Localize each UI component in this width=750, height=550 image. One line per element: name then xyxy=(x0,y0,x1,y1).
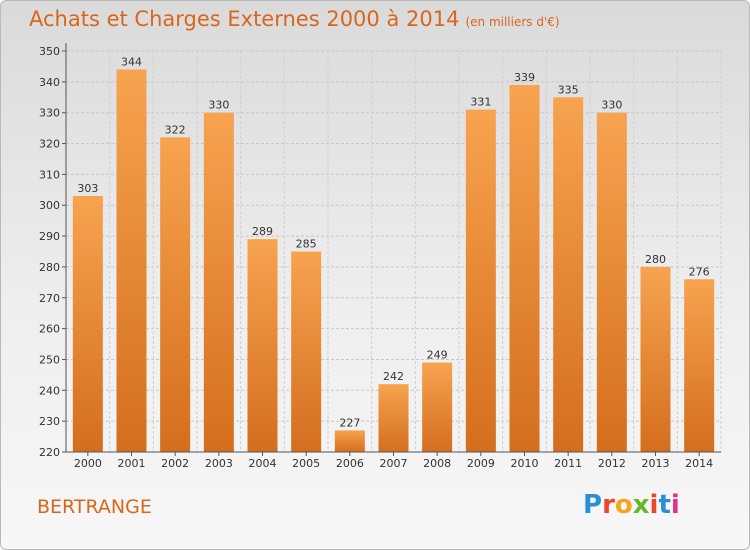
logo-letter: i xyxy=(670,490,680,520)
bar-2008 xyxy=(422,362,453,452)
value-label: 276 xyxy=(689,265,710,278)
commune-name: BERTRANGE xyxy=(37,496,152,518)
y-tick-label: 340 xyxy=(39,76,60,89)
value-label: 280 xyxy=(645,253,666,266)
y-tick-label: 260 xyxy=(39,323,60,336)
value-label: 227 xyxy=(339,416,360,429)
x-tick-label: 2012 xyxy=(598,457,626,470)
axes xyxy=(62,43,721,456)
logo-letter: P xyxy=(583,490,603,520)
bar-2011 xyxy=(553,97,584,453)
logo-letter: o xyxy=(614,490,633,520)
value-label: 330 xyxy=(601,99,622,112)
y-tick-label: 230 xyxy=(39,415,60,428)
x-tick-label: 2001 xyxy=(118,457,146,470)
x-tick-label: 2006 xyxy=(336,457,364,470)
value-label: 339 xyxy=(514,71,535,84)
y-tick-label: 330 xyxy=(39,107,60,120)
value-label: 344 xyxy=(121,56,142,69)
bar-2000 xyxy=(72,195,103,452)
x-tick-label: 2000 xyxy=(74,457,102,470)
unit-subtitle: (en milliers d'€) xyxy=(465,15,560,29)
y-tick-label: 320 xyxy=(39,138,60,151)
value-label: 335 xyxy=(558,83,579,96)
x-tick-label: 2003 xyxy=(205,457,233,470)
y-tick-label: 270 xyxy=(39,292,60,305)
bar-2001 xyxy=(116,69,147,452)
value-label: 322 xyxy=(165,123,186,136)
bar-2007 xyxy=(378,384,409,452)
x-tick-label: 2005 xyxy=(292,457,320,470)
proxiti-logo: Proxiti xyxy=(583,490,680,520)
value-label: 242 xyxy=(383,370,404,383)
x-tick-label: 2007 xyxy=(380,457,408,470)
title-text: Achats et Charges Externes 2000 à 2014 xyxy=(29,7,460,31)
bar-2010 xyxy=(509,84,540,452)
x-tick-label: 2002 xyxy=(161,457,189,470)
bar-2013 xyxy=(640,266,671,452)
x-tick-label: 2011 xyxy=(554,457,582,470)
x-tick-label: 2009 xyxy=(467,457,495,470)
chart-title: Achats et Charges Externes 2000 à 2014 (e… xyxy=(29,7,560,31)
y-tick-label: 240 xyxy=(39,384,60,397)
bar-2014 xyxy=(684,279,715,452)
value-label: 331 xyxy=(470,96,491,109)
bar-2004 xyxy=(247,239,278,452)
x-tick-label: 2004 xyxy=(249,457,277,470)
y-tick-label: 280 xyxy=(39,261,60,274)
value-label: 285 xyxy=(296,238,317,251)
y-tick-label: 290 xyxy=(39,230,60,243)
x-tick-label: 2013 xyxy=(642,457,670,470)
logo-letter: t xyxy=(658,490,671,520)
logo-letter: r xyxy=(602,490,615,520)
y-tick-label: 220 xyxy=(39,446,60,459)
bar-2005 xyxy=(291,251,322,452)
value-label: 330 xyxy=(208,99,229,112)
y-tick-label: 310 xyxy=(39,168,60,181)
y-tick-label: 250 xyxy=(39,353,60,366)
value-label: 303 xyxy=(77,182,98,195)
bars-group xyxy=(72,69,715,453)
value-label: 289 xyxy=(252,225,273,238)
x-tick-label: 2008 xyxy=(423,457,451,470)
bar-2003 xyxy=(203,112,234,452)
y-tick-label: 350 xyxy=(39,45,60,58)
bar-2009 xyxy=(465,109,496,452)
bar-2012 xyxy=(596,112,627,452)
value-label: 249 xyxy=(427,349,448,362)
logo-letter: i xyxy=(649,490,659,520)
bar-2002 xyxy=(160,137,191,452)
bar-2006 xyxy=(334,430,365,452)
labels-group: 220 230 240 250 260 270 280 290 300 310 320 330 340 3… xyxy=(39,45,713,470)
logo-letter: x xyxy=(632,490,650,520)
x-tick-label: 2014 xyxy=(685,457,713,470)
y-tick-label: 300 xyxy=(39,199,60,212)
x-tick-label: 2010 xyxy=(511,457,539,470)
